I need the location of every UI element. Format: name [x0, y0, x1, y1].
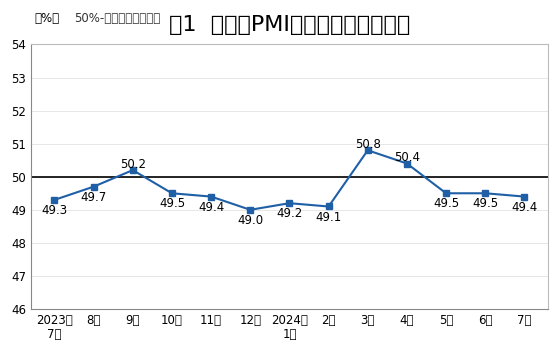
Text: 49.3: 49.3: [41, 204, 68, 217]
Text: 49.4: 49.4: [511, 201, 538, 214]
Title: 图1  制造业PMI指数（经季节调整）: 图1 制造业PMI指数（经季节调整）: [169, 14, 410, 34]
Text: 50.2: 50.2: [120, 158, 146, 171]
Text: 50.8: 50.8: [355, 138, 381, 151]
Text: 49.7: 49.7: [80, 191, 107, 204]
Text: 49.2: 49.2: [276, 207, 302, 220]
Text: （%）: （%）: [35, 12, 60, 25]
Text: 49.1: 49.1: [315, 210, 342, 224]
Text: 49.5: 49.5: [472, 197, 498, 210]
Text: 49.4: 49.4: [198, 201, 224, 214]
Text: 50.4: 50.4: [394, 151, 420, 164]
Text: 50%-与上月比较无变化: 50%-与上月比较无变化: [74, 12, 160, 25]
Text: 49.5: 49.5: [433, 197, 459, 210]
Text: 49.0: 49.0: [237, 214, 263, 227]
Text: 49.5: 49.5: [159, 197, 185, 210]
